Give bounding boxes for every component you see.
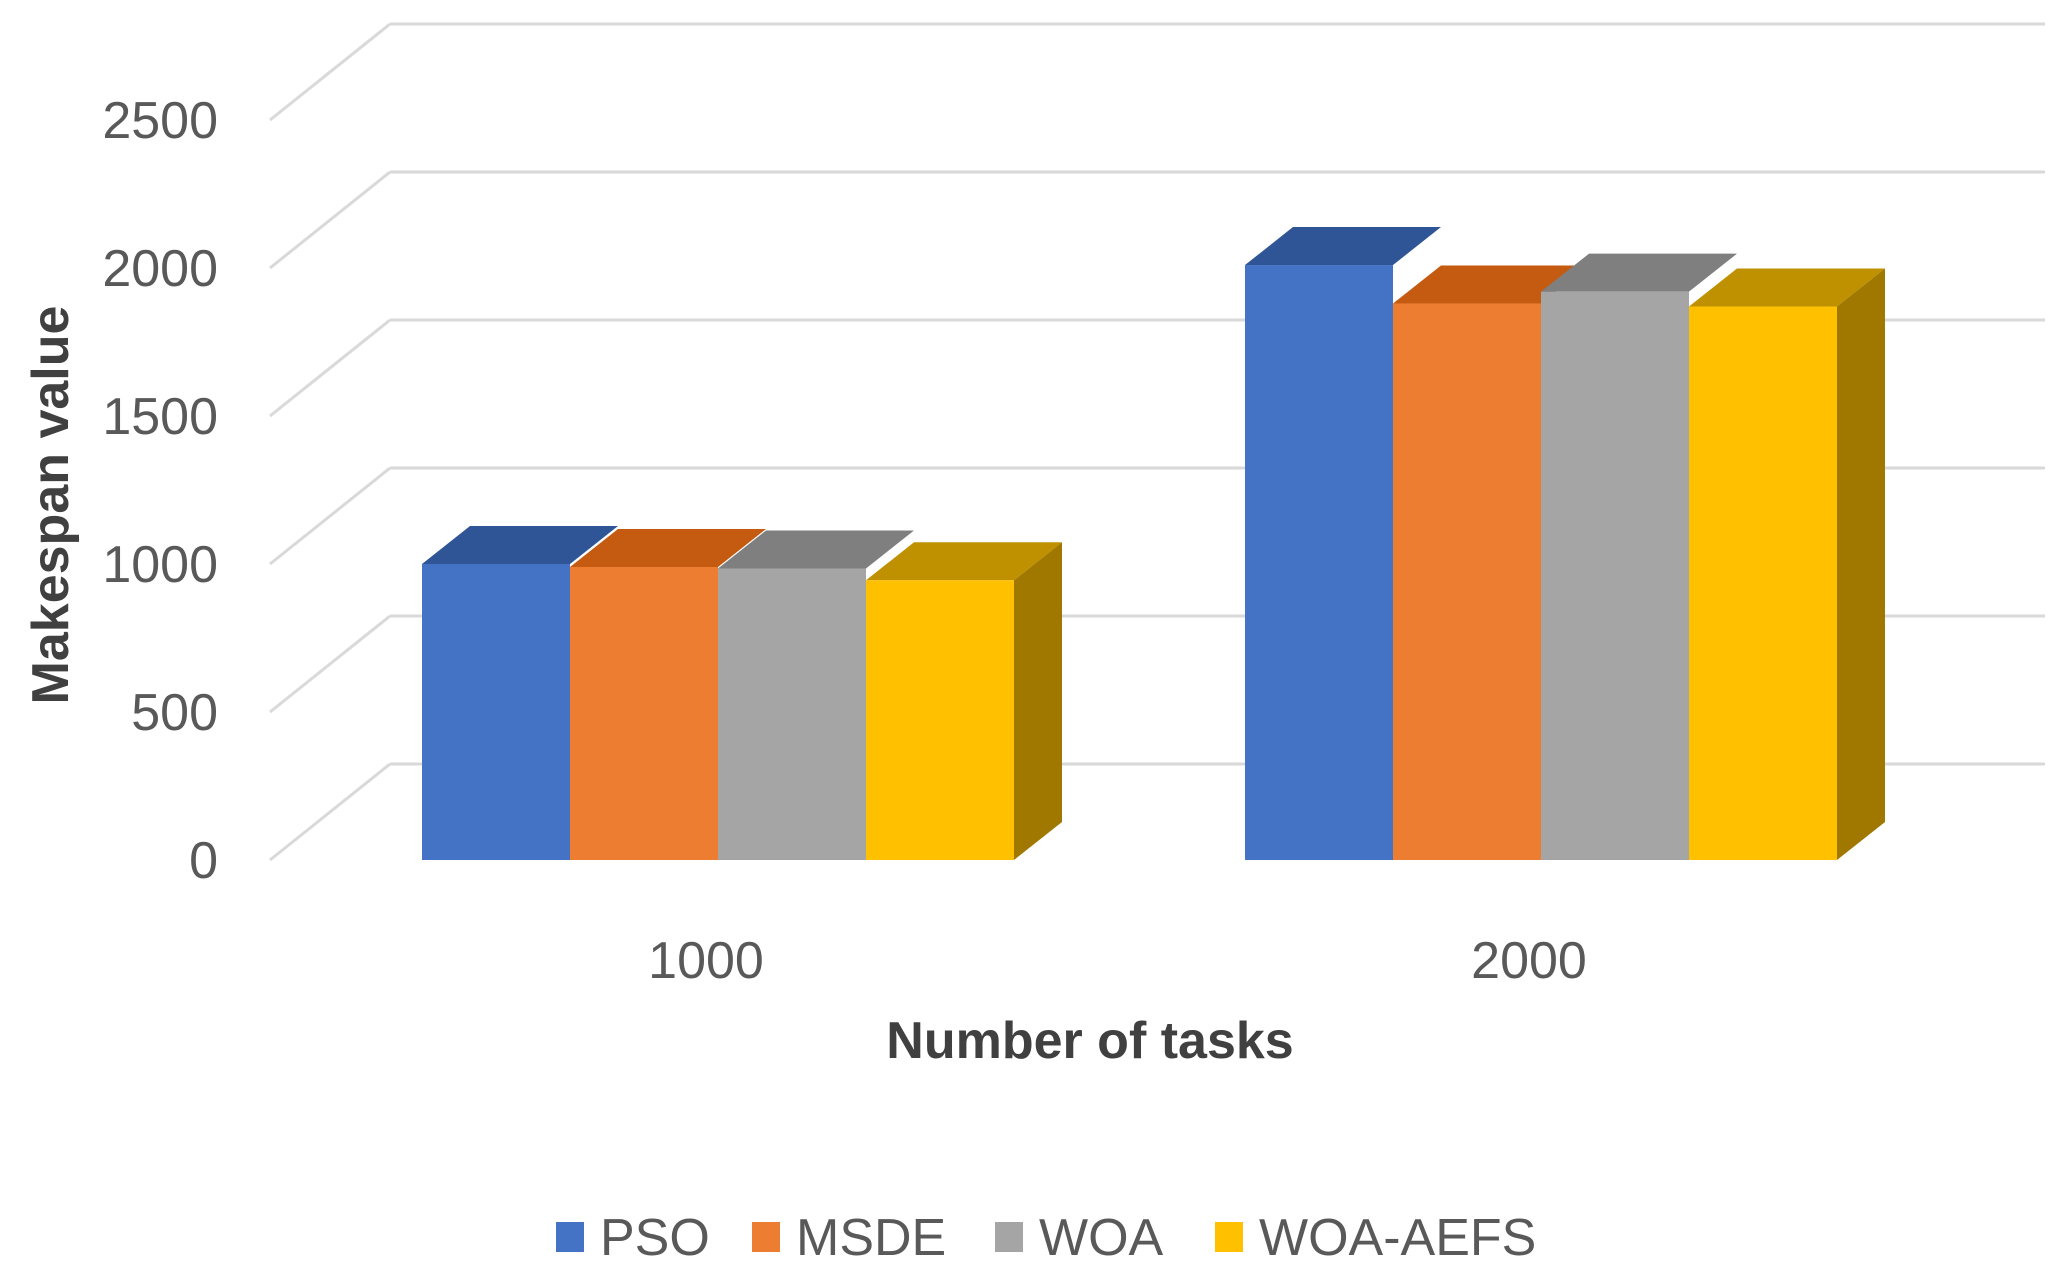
bar-side-woa-aefs-1000 xyxy=(1014,542,1062,860)
legend-swatch-msde xyxy=(752,1222,780,1252)
gridline-wall-0 xyxy=(269,762,391,862)
gridline-wall-4 xyxy=(269,170,391,270)
y-tick-label: 1000 xyxy=(102,536,218,594)
y-tick-label: 500 xyxy=(131,684,218,742)
gridline-wall-1 xyxy=(269,614,391,714)
legend-label-msde: MSDE xyxy=(796,1209,946,1267)
gridline-wall-2 xyxy=(269,466,391,566)
x-axis-title: Number of tasks xyxy=(886,1012,1293,1070)
gridline-wall-5 xyxy=(269,22,391,122)
legend: PSO MSDE WOA WOA-AEFS xyxy=(556,1209,1536,1267)
bar-pso-1000 xyxy=(422,564,570,860)
y-axis-title: Makespan value xyxy=(22,306,80,705)
bar-top-msde-1000 xyxy=(570,528,766,567)
bar-pso-2000 xyxy=(1245,265,1393,860)
bar-woa-2000 xyxy=(1541,291,1689,860)
y-tick-label: 2000 xyxy=(102,240,218,298)
bar-top-woa-1000 xyxy=(718,530,914,569)
gridline-wall-3 xyxy=(269,318,391,418)
legend-label-pso: PSO xyxy=(600,1209,710,1267)
x-axis-ticks: 1000 2000 xyxy=(648,932,1587,990)
legend-label-woa: WOA xyxy=(1039,1209,1164,1267)
bar-woa-aefs-1000 xyxy=(866,580,1014,860)
bar-woa-1000 xyxy=(718,568,866,860)
y-tick-label: 0 xyxy=(189,832,218,890)
legend-label-woa-aefs: WOA-AEFS xyxy=(1259,1209,1536,1267)
y-tick-label: 1500 xyxy=(102,388,218,446)
x-tick-label: 2000 xyxy=(1471,932,1587,990)
bar-msde-2000 xyxy=(1393,303,1541,860)
bar-top-woa-aefs-2000 xyxy=(1689,268,1885,307)
bar-top-pso-2000 xyxy=(1245,227,1441,266)
legend-swatch-pso xyxy=(556,1222,584,1252)
legend-swatch-woa xyxy=(995,1222,1023,1252)
bar-woa-aefs-2000 xyxy=(1689,306,1837,861)
y-axis-ticks: 0 500 1000 1500 2000 2500 xyxy=(102,92,218,890)
bar-msde-1000 xyxy=(570,566,718,860)
bar-side-woa-aefs-2000 xyxy=(1837,268,1885,861)
legend-swatch-woa-aefs xyxy=(1215,1222,1243,1252)
bar-top-pso-1000 xyxy=(422,526,618,564)
bar-top-msde-2000 xyxy=(1393,265,1589,304)
bar-top-woa-aefs-1000 xyxy=(866,542,1062,581)
y-tick-label: 2500 xyxy=(102,92,218,150)
bars xyxy=(422,227,1885,861)
bar-top-woa-2000 xyxy=(1541,253,1737,292)
x-tick-label: 1000 xyxy=(648,932,764,990)
